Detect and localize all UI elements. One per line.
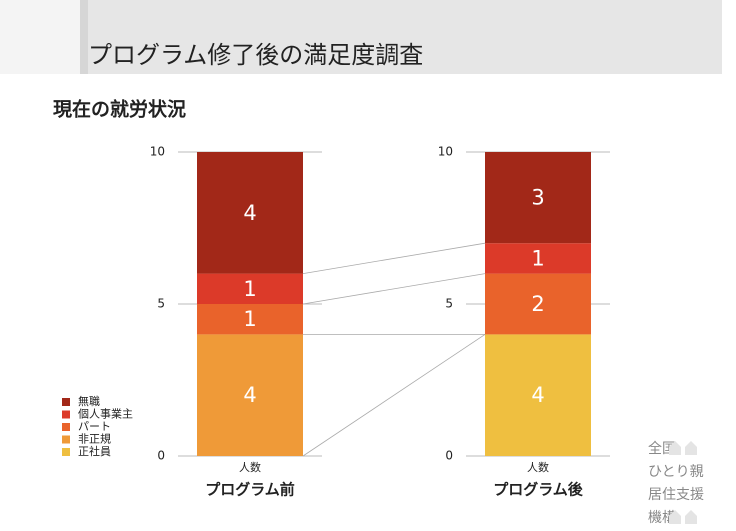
header-decoration bbox=[0, 0, 80, 74]
legend-swatch bbox=[62, 448, 70, 456]
logo-icon bbox=[685, 510, 697, 524]
legend-swatch bbox=[62, 398, 70, 406]
legend-label: 正社員 bbox=[78, 444, 111, 458]
value-label: 2 bbox=[531, 292, 544, 316]
y-tick-label: 10 bbox=[150, 145, 165, 159]
connector-line bbox=[302, 273, 486, 305]
bar-segment bbox=[485, 273, 591, 335]
y-tick-label: 0 bbox=[157, 449, 165, 463]
y-tick-label: 10 bbox=[438, 145, 453, 159]
legend-swatch bbox=[62, 423, 70, 431]
value-label: 4 bbox=[531, 383, 544, 407]
bar-segment bbox=[485, 243, 591, 274]
bar-segment bbox=[197, 334, 303, 456]
logo-icon bbox=[669, 510, 681, 524]
logo-icon bbox=[685, 441, 697, 455]
bar-segment bbox=[485, 152, 591, 244]
x-tick-label: 人数 bbox=[527, 461, 549, 474]
value-label: 1 bbox=[243, 277, 256, 301]
bar-segment bbox=[485, 334, 591, 456]
bar-segment bbox=[197, 152, 303, 274]
header-decoration bbox=[80, 0, 88, 74]
value-label: 1 bbox=[531, 246, 544, 270]
logo-icon bbox=[669, 441, 681, 455]
x-tick-label: 人数 bbox=[239, 461, 261, 474]
title: プログラム修了後の満足度調査 bbox=[88, 41, 423, 69]
connector-line bbox=[302, 242, 486, 274]
value-label: 1 bbox=[243, 307, 256, 331]
value-label: 4 bbox=[243, 383, 256, 407]
bar-segment bbox=[197, 304, 303, 335]
legend-swatch bbox=[62, 410, 70, 419]
value-label: 4 bbox=[243, 201, 256, 225]
x-axis-label: プログラム前 bbox=[205, 481, 295, 499]
legend-label: 個人事業主 bbox=[78, 408, 133, 421]
y-tick-label: 5 bbox=[445, 297, 453, 311]
bar-segment bbox=[197, 273, 303, 304]
y-tick-label: 5 bbox=[157, 297, 165, 311]
legend-label: パート bbox=[78, 420, 111, 433]
value-label: 3 bbox=[531, 186, 544, 210]
legend-label: 非正規 bbox=[78, 432, 111, 446]
footer-text: 居住支援 bbox=[648, 487, 704, 503]
x-axis-label: プログラム後 bbox=[493, 481, 584, 499]
subtitle: 現在の就労状況 bbox=[53, 98, 186, 121]
connector-line bbox=[302, 334, 486, 457]
y-tick-label: 0 bbox=[445, 449, 453, 463]
footer-text: ひとり親 bbox=[648, 464, 704, 480]
header-band bbox=[0, 0, 722, 74]
legend-swatch bbox=[62, 435, 70, 444]
legend-label: 無職 bbox=[78, 394, 100, 408]
